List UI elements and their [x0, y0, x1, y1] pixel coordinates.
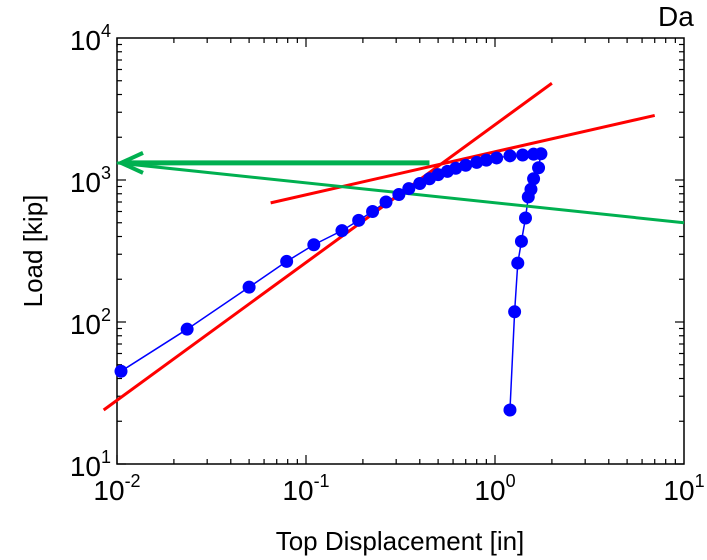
y-tick-label: 104	[70, 21, 111, 56]
data-point	[307, 238, 321, 252]
data-point	[402, 182, 416, 196]
data-point	[503, 403, 517, 417]
data-point	[366, 205, 380, 219]
data-point	[532, 161, 546, 175]
plot-frame	[116, 37, 685, 465]
x-tick-label: 100	[474, 471, 515, 506]
arrow-head	[116, 151, 144, 175]
fit-line-2	[270, 113, 656, 205]
y-tick-label: 102	[70, 305, 111, 340]
data-point	[490, 151, 504, 165]
y-axis-label: Load [kip]	[18, 195, 48, 308]
data-point	[114, 364, 128, 378]
data-point	[180, 322, 194, 336]
tick-labels: 10-2 10-1 100 101 101 102 103 104	[70, 21, 705, 506]
data-point	[503, 149, 517, 163]
data-point	[516, 148, 530, 162]
chart-title: Da	[658, 1, 694, 32]
data-point	[479, 153, 493, 167]
data-point	[527, 172, 541, 186]
data-point	[242, 280, 256, 294]
x-tick-label: 10-1	[282, 471, 329, 506]
x-tick-label: 10-2	[93, 471, 140, 506]
series-points	[114, 147, 548, 417]
data-point	[508, 305, 522, 319]
data-point	[335, 224, 349, 238]
data-point	[521, 190, 535, 204]
data-point	[459, 158, 473, 172]
data-point	[352, 213, 366, 227]
data-point	[449, 161, 463, 175]
axis-ticks	[116, 38, 684, 465]
data-point	[534, 147, 548, 161]
data-point	[511, 256, 525, 270]
data-point	[518, 211, 532, 225]
x-tick-label: 101	[663, 471, 704, 506]
x-axis-label: Top Displacement [in]	[276, 526, 525, 556]
data-point	[392, 188, 406, 202]
y-tick-label: 101	[70, 447, 111, 482]
data-point	[280, 254, 294, 268]
fit-line-1	[102, 82, 553, 412]
y-tick-label: 103	[70, 163, 111, 198]
data-point	[413, 176, 427, 190]
data-point	[379, 195, 393, 209]
data-point	[514, 234, 528, 248]
